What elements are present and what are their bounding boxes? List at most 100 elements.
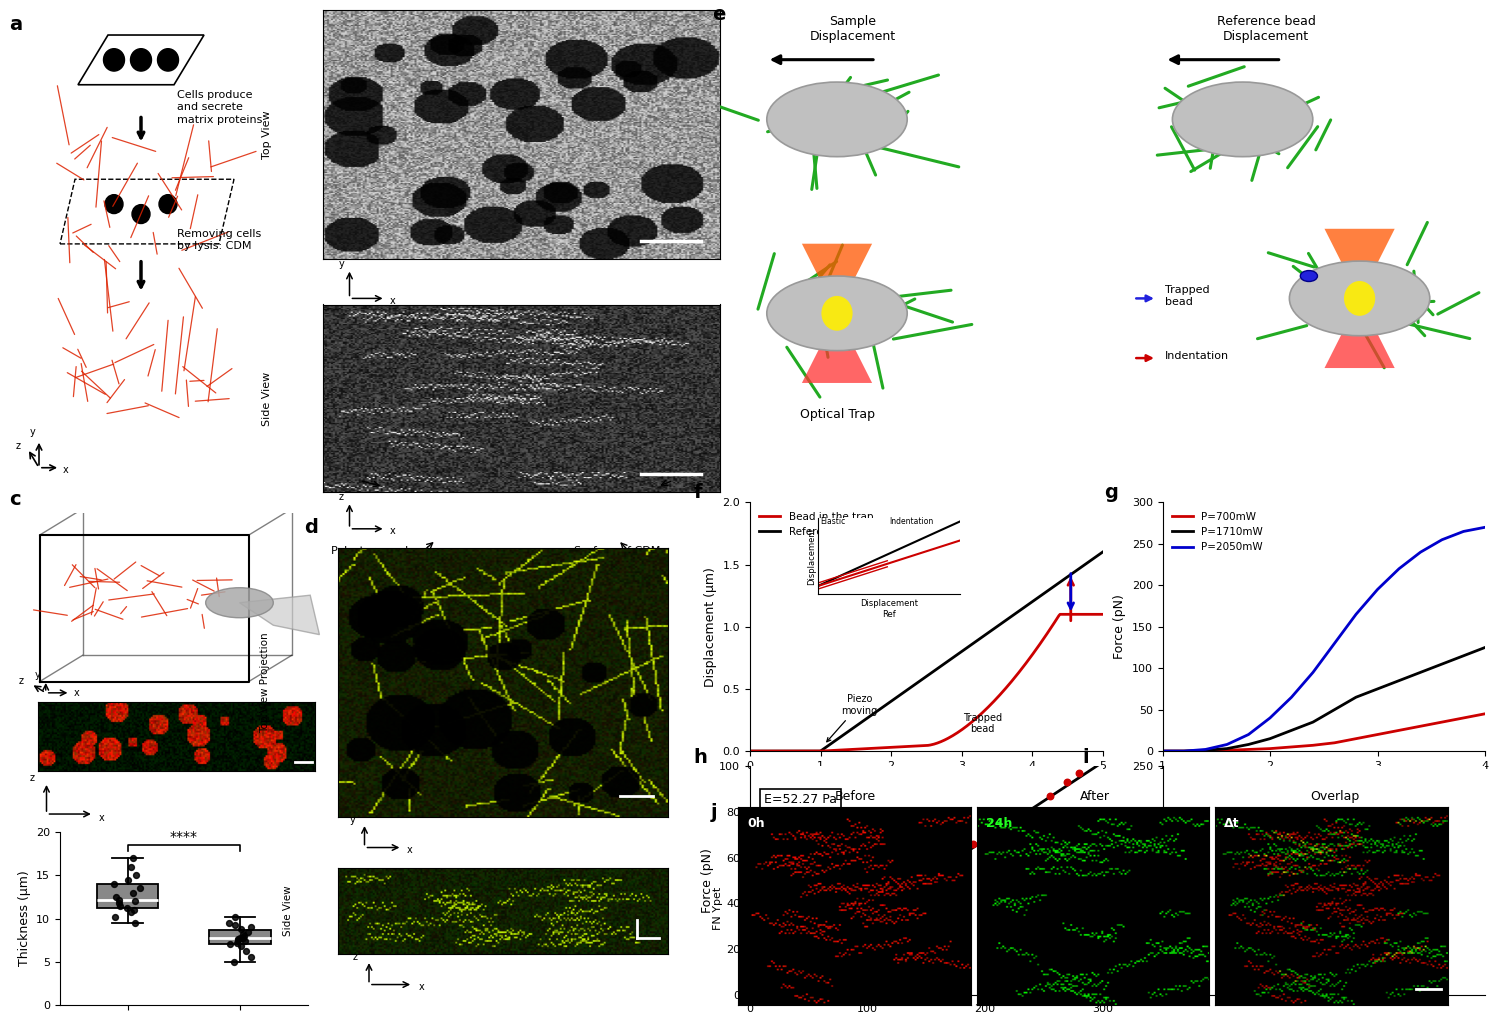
Text: Cells produce
and secrete
matrix proteins: Cells produce and secrete matrix protein…: [177, 89, 262, 125]
Point: [1350, 975, 1374, 992]
Text: Top View Projection: Top View Projection: [260, 632, 270, 733]
PathPatch shape: [209, 930, 272, 944]
Point: [752, 975, 776, 992]
P=700mW: [1412, 721, 1430, 733]
Bead in the trap: [1038, 627, 1056, 639]
P=1710mW: [1455, 650, 1473, 662]
P=1710mW: [1390, 675, 1408, 687]
Point: [774, 961, 798, 977]
Text: x: x: [419, 982, 424, 992]
Text: Top View: Top View: [262, 111, 272, 158]
P=1710mW: [1174, 745, 1192, 757]
P=700mW: [1239, 743, 1257, 755]
P=700mW: [1368, 729, 1386, 741]
P=2050mW: [1154, 745, 1172, 757]
Text: Piezo
moving: Piezo moving: [827, 694, 878, 742]
Point: [790, 948, 814, 964]
P=1710mW: [1282, 725, 1300, 737]
P=700mW: [1262, 743, 1280, 755]
Text: z: z: [30, 772, 34, 783]
Ellipse shape: [1173, 82, 1312, 156]
Text: y: y: [30, 427, 36, 436]
Ellipse shape: [105, 195, 123, 213]
Text: x: x: [63, 465, 69, 475]
Text: ****: ****: [170, 830, 198, 844]
Point: [1275, 939, 1299, 955]
Polygon shape: [240, 595, 320, 634]
Text: Reference bead
Displacement: Reference bead Displacement: [1216, 15, 1316, 43]
Point: [1346, 946, 1370, 962]
Point: [1287, 934, 1311, 950]
Point: [122, 851, 146, 867]
Reference Bead: [1060, 569, 1078, 582]
P=1710mW: [1239, 738, 1257, 750]
Point: [1008, 808, 1032, 824]
Text: h: h: [693, 748, 708, 767]
Reference Bead: [950, 648, 968, 660]
Point: [1338, 909, 1362, 926]
Ellipse shape: [766, 82, 908, 156]
P=700mW: [1455, 712, 1473, 724]
Point: [1300, 961, 1324, 977]
Line: P=1710mW: P=1710mW: [1162, 648, 1485, 751]
P=2050mW: [1326, 637, 1344, 650]
Y-axis label: Force (pN): Force (pN): [700, 849, 714, 912]
Point: [1320, 979, 1344, 996]
Point: [240, 949, 264, 965]
Text: a: a: [9, 15, 22, 35]
Text: y: y: [339, 259, 345, 269]
Point: [1324, 900, 1348, 917]
Ellipse shape: [1344, 281, 1376, 316]
Point: [1290, 952, 1314, 968]
Point: [123, 915, 147, 931]
Text: Indentation: Indentation: [888, 517, 933, 526]
Point: [867, 900, 891, 917]
Bead in the trap: [742, 745, 760, 757]
Text: E=52.27 Pa: E=52.27 Pa: [764, 793, 837, 806]
P=2050mW: [1282, 691, 1300, 703]
Point: [225, 935, 249, 951]
Point: [833, 923, 856, 939]
P=1710mW: [1347, 691, 1365, 703]
Bead in the trap: [741, 745, 759, 757]
P=1710mW: [1262, 733, 1280, 745]
Bead in the trap: [1094, 608, 1112, 620]
Point: [116, 872, 140, 888]
PathPatch shape: [96, 884, 159, 908]
Point: [914, 868, 939, 884]
P=2050mW: [1197, 743, 1215, 755]
Reference Bead: [1094, 546, 1112, 558]
Text: Δt: Δt: [1224, 817, 1240, 830]
Point: [123, 893, 147, 909]
Y-axis label: Elastic modulus (Pa): Elastic modulus (Pa): [1113, 817, 1126, 944]
P=700mW: [1326, 737, 1344, 749]
P=2050mW: [1432, 534, 1450, 546]
Point: [1356, 923, 1380, 939]
Point: [108, 895, 132, 911]
Text: Surface of CDM: Surface of CDM: [573, 546, 660, 555]
Text: Polystyrene sheet: Polystyrene sheet: [330, 546, 430, 555]
Point: [122, 901, 146, 918]
Point: [1066, 765, 1090, 782]
Text: e: e: [712, 5, 726, 24]
P=1710mW: [1476, 641, 1494, 654]
P=1710mW: [1218, 743, 1236, 755]
Line: P=2050mW: P=2050mW: [1162, 528, 1485, 751]
Polygon shape: [1324, 228, 1395, 298]
Point: [802, 941, 826, 957]
Point: [217, 915, 242, 931]
Point: [1311, 826, 1335, 842]
Point: [1328, 957, 1352, 973]
Point: [1344, 895, 1368, 911]
Point: [1336, 936, 1360, 952]
P=700mW: [1154, 745, 1172, 757]
Text: x: x: [74, 687, 80, 697]
Line: Bead in the trap: Bead in the trap: [750, 614, 1102, 751]
Point: [1314, 959, 1338, 975]
Point: [962, 836, 986, 853]
Text: Overlap: Overlap: [1311, 791, 1359, 803]
Point: [231, 931, 255, 947]
Text: y: y: [350, 815, 355, 825]
Point: [236, 924, 260, 940]
Point: [1038, 788, 1062, 804]
